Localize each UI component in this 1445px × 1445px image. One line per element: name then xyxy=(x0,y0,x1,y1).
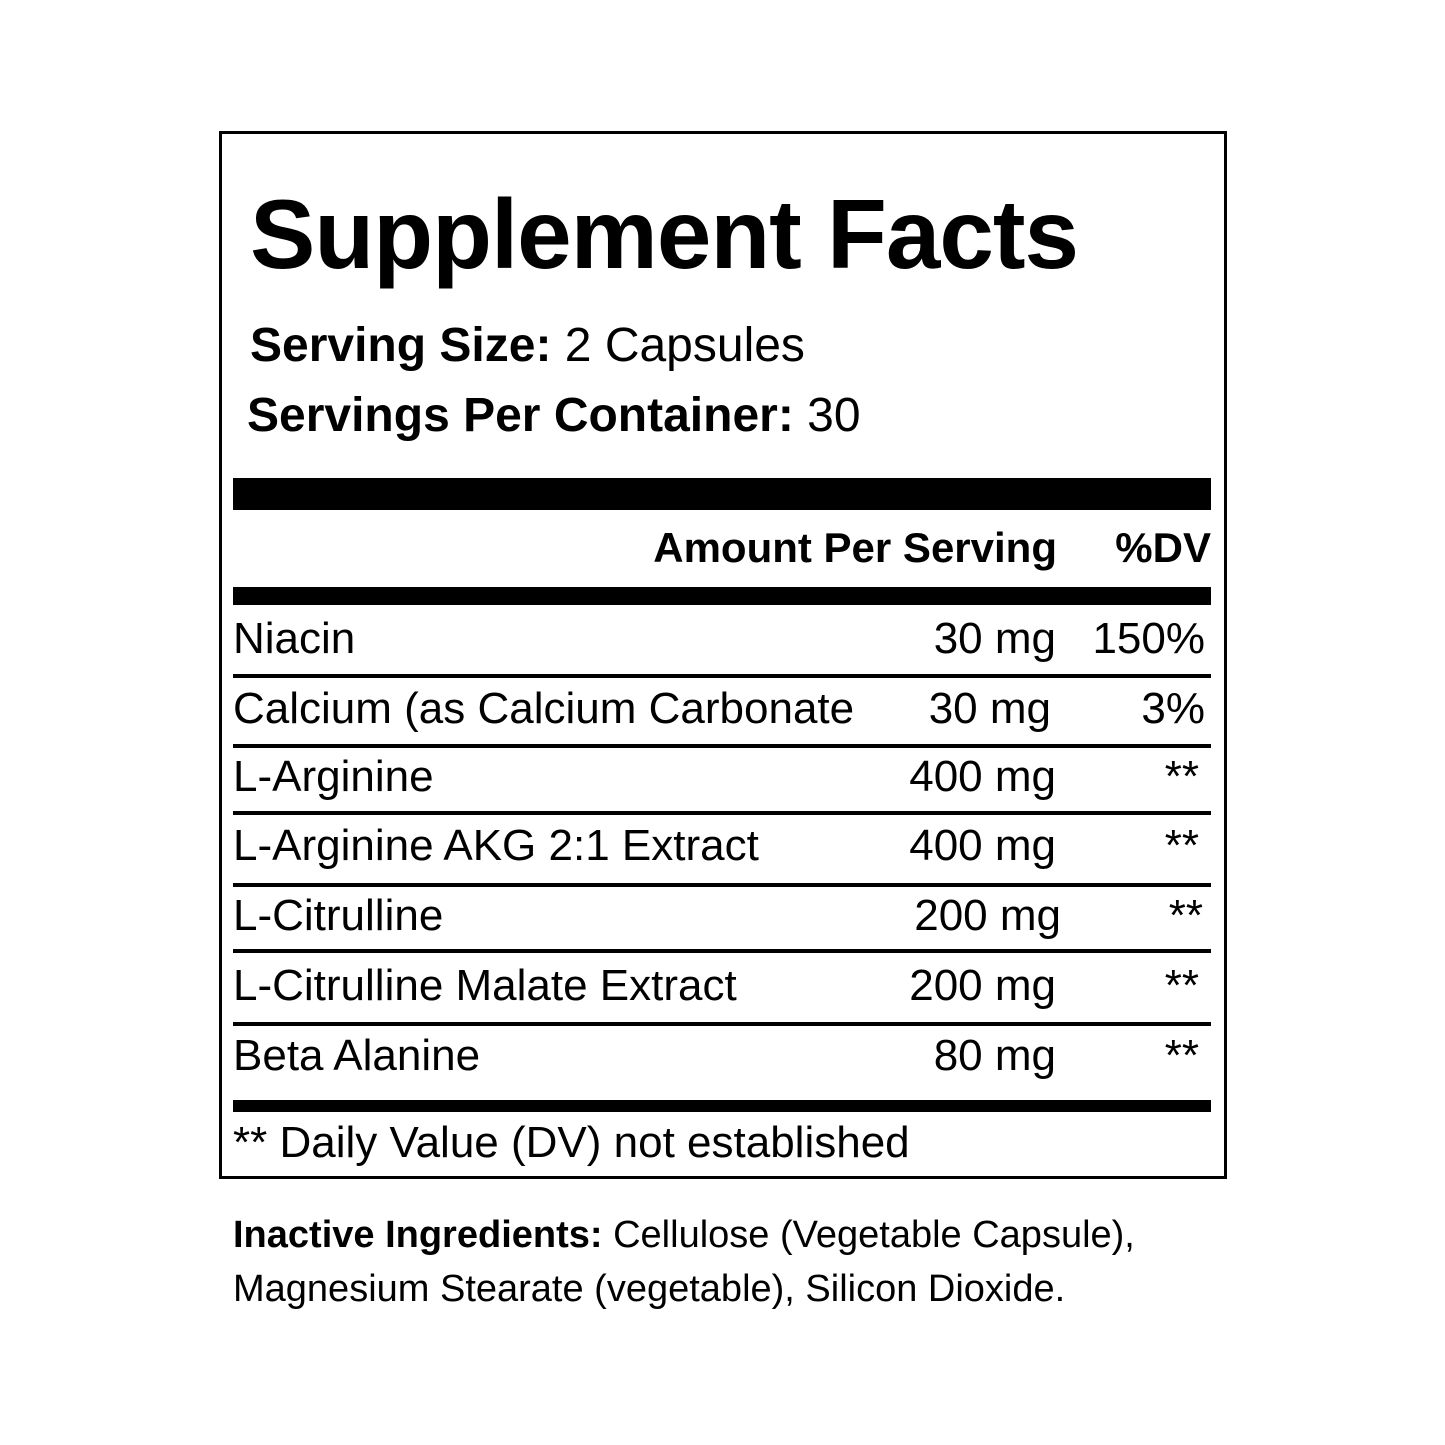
nutrient-row: L-Arginine 400 mg ** xyxy=(233,746,1211,812)
inactive-ingredients: Inactive Ingredients: Cellulose (Vegetab… xyxy=(233,1214,1135,1257)
nutrient-row: L-Arginine AKG 2:1 Extract 400 mg ** xyxy=(233,815,1211,881)
nutrient-amount: 30 mg xyxy=(928,684,1051,733)
row-divider xyxy=(233,811,1211,815)
inactive-ingredients-line2: Magnesium Stearate (vegetable), Silicon … xyxy=(233,1268,1066,1310)
nutrient-dv: ** xyxy=(1164,961,1199,1010)
row-divider xyxy=(233,744,1211,748)
nutrient-row: Beta Alanine 80 mg ** xyxy=(233,1025,1211,1091)
row-divider xyxy=(233,883,1211,887)
servings-per-container-value: 30 xyxy=(807,389,861,442)
thick-divider-bottom xyxy=(233,1100,1211,1112)
panel-title: Supplement Facts xyxy=(250,179,1079,289)
nutrient-amount: 80 mg xyxy=(933,1031,1056,1080)
nutrient-amount: 30 mg xyxy=(933,614,1056,663)
servings-per-container-label: Servings Per Container: xyxy=(247,389,794,442)
nutrient-dv: ** xyxy=(1164,821,1199,870)
row-divider xyxy=(233,1022,1211,1026)
nutrient-row: Calcium (as Calcium Carbonate 30 mg 3% xyxy=(233,678,1211,744)
nutrient-amount: 400 mg xyxy=(909,821,1056,870)
nutrient-row: Niacin 30 mg 150% xyxy=(233,608,1211,674)
nutrient-dv: ** xyxy=(1168,891,1203,940)
footnote: ** Daily Value (DV) not established xyxy=(233,1118,910,1167)
nutrient-dv: 3% xyxy=(1141,684,1205,733)
serving-size-value: 2 Capsules xyxy=(564,319,805,372)
row-divider xyxy=(233,674,1211,678)
medium-divider xyxy=(233,587,1211,605)
nutrient-name: Beta Alanine xyxy=(233,1031,481,1080)
inactive-ingredients-label: Inactive Ingredients: xyxy=(233,1214,603,1256)
dv-header: %DV xyxy=(1115,524,1211,571)
nutrient-amount: 200 mg xyxy=(909,961,1056,1010)
nutrient-amount: 400 mg xyxy=(909,752,1056,801)
nutrient-name: L-Citrulline xyxy=(233,891,444,940)
row-divider xyxy=(233,949,1211,953)
inactive-ingredients-line1: Cellulose (Vegetable Capsule), xyxy=(613,1214,1135,1256)
nutrient-name: L-Citrulline Malate Extract xyxy=(233,961,737,1010)
nutrient-row: L-Citrulline Malate Extract 200 mg ** xyxy=(233,955,1211,1021)
nutrient-dv: 150% xyxy=(1092,614,1205,663)
nutrient-name: Calcium (as Calcium Carbonate xyxy=(233,684,855,733)
nutrient-name: L-Arginine xyxy=(233,752,434,801)
amount-header: Amount Per Serving xyxy=(653,524,1057,571)
nutrient-dv: ** xyxy=(1164,752,1199,801)
supplement-facts-panel xyxy=(219,131,1227,1179)
servings-per-container: Servings Per Container: 30 xyxy=(247,388,861,443)
serving-size: Serving Size: 2 Capsules xyxy=(250,318,805,373)
nutrient-name: L-Arginine AKG 2:1 Extract xyxy=(233,821,759,870)
nutrient-dv: ** xyxy=(1164,1031,1199,1080)
nutrient-amount: 200 mg xyxy=(914,891,1061,940)
nutrient-name: Niacin xyxy=(233,614,356,663)
thick-divider xyxy=(233,478,1211,510)
serving-size-label: Serving Size: xyxy=(250,319,552,372)
nutrient-row: L-Citrulline 200 mg ** xyxy=(233,885,1211,951)
